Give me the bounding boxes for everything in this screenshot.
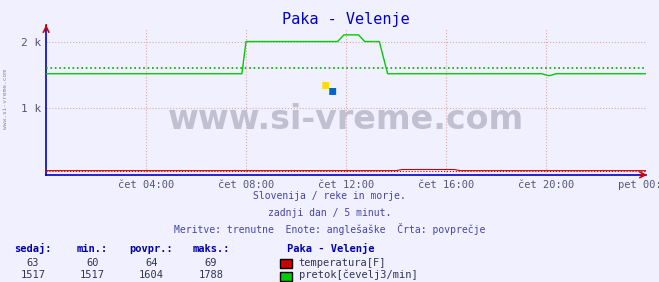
Text: Slovenija / reke in morje.: Slovenija / reke in morje. [253,191,406,201]
Text: 1517: 1517 [20,270,45,280]
Text: www.si-vreme.com: www.si-vreme.com [168,103,524,136]
Text: sedaj:: sedaj: [14,243,51,254]
Text: 1517: 1517 [80,270,105,280]
Text: Paka - Velenje: Paka - Velenje [287,243,374,254]
Text: ▪: ▪ [320,77,330,91]
Text: 64: 64 [146,258,158,268]
Text: 63: 63 [27,258,39,268]
Text: pretok[čevelj3/min]: pretok[čevelj3/min] [299,269,417,280]
Text: zadnji dan / 5 minut.: zadnji dan / 5 minut. [268,208,391,218]
Text: 1788: 1788 [198,270,223,280]
Text: povpr.:: povpr.: [130,244,173,254]
Text: 1604: 1604 [139,270,164,280]
Text: min.:: min.: [76,244,108,254]
Text: www.si-vreme.com: www.si-vreme.com [3,69,9,129]
Text: maks.:: maks.: [192,244,229,254]
Text: temperatura[F]: temperatura[F] [299,258,386,268]
Text: 60: 60 [86,258,98,268]
Title: Paka - Velenje: Paka - Velenje [282,12,410,27]
Text: ▪: ▪ [328,83,337,97]
Text: 69: 69 [205,258,217,268]
Text: Meritve: trenutne  Enote: anglešaške  Črta: povprečje: Meritve: trenutne Enote: anglešaške Črta… [174,223,485,235]
